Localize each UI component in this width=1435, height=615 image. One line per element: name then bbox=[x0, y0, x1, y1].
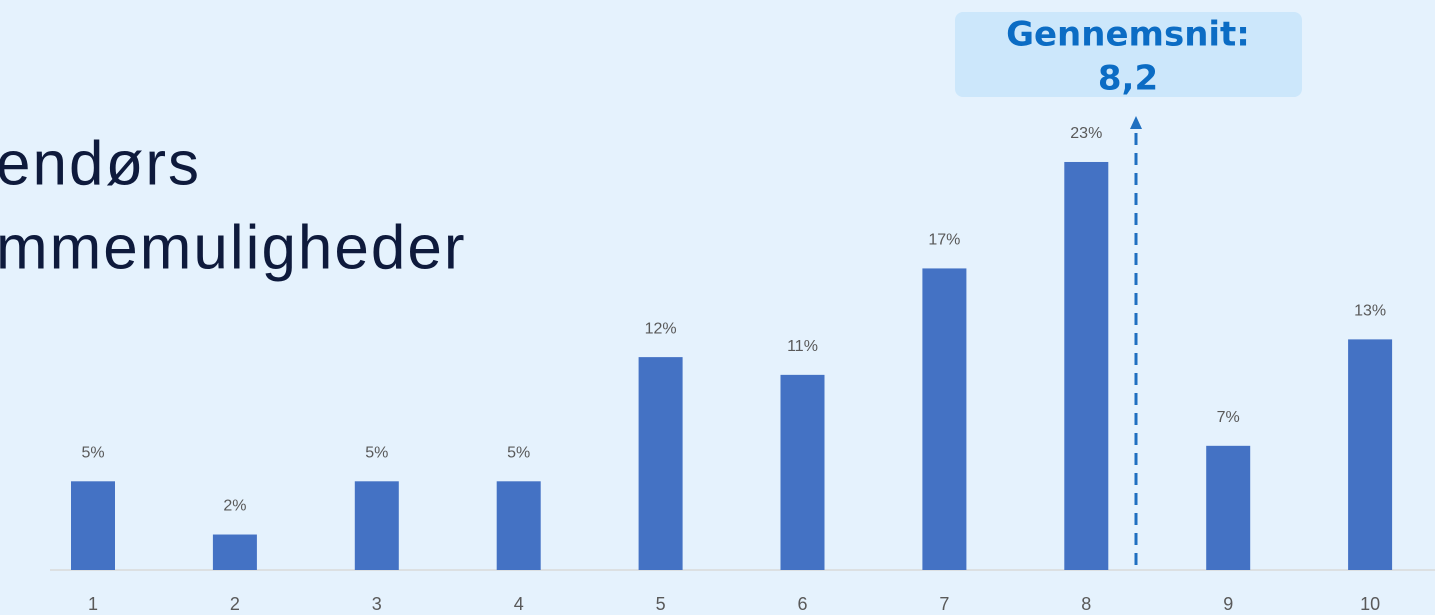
bar bbox=[496, 481, 541, 570]
bar bbox=[638, 357, 683, 570]
bar bbox=[212, 534, 257, 570]
x-tick-label: 5 bbox=[656, 594, 666, 614]
x-tick-label: 6 bbox=[797, 594, 807, 614]
data-label: 2% bbox=[223, 498, 246, 515]
x-tick-label: 10 bbox=[1360, 594, 1380, 614]
x-tick-label: 8 bbox=[1081, 594, 1091, 614]
bar bbox=[1064, 161, 1109, 571]
annotation: 8,2 bbox=[1098, 59, 1158, 99]
x-tick-label: 3 bbox=[372, 594, 382, 614]
data-label: 23% bbox=[1070, 125, 1102, 142]
data-label: 12% bbox=[645, 320, 677, 337]
data-label: 7% bbox=[1217, 409, 1240, 426]
chart-title: endørs bbox=[0, 129, 201, 198]
x-tick-label: 4 bbox=[514, 594, 524, 614]
data-label: 11% bbox=[787, 338, 818, 355]
bar bbox=[1348, 339, 1393, 570]
data-label: 5% bbox=[507, 445, 530, 462]
bar bbox=[922, 268, 967, 570]
arrow-head bbox=[1130, 116, 1142, 129]
x-tick-label: 2 bbox=[230, 594, 240, 614]
annotation-box bbox=[955, 12, 1302, 97]
data-label: 17% bbox=[928, 232, 960, 249]
data-label: 5% bbox=[81, 445, 104, 462]
data-label: 5% bbox=[365, 445, 388, 462]
bar bbox=[1206, 445, 1251, 570]
bar bbox=[71, 481, 115, 570]
x-tick-label: 9 bbox=[1223, 594, 1233, 614]
x-tick-label: 1 bbox=[88, 594, 98, 614]
bar bbox=[780, 374, 825, 570]
data-label: 13% bbox=[1354, 303, 1386, 320]
bar bbox=[354, 481, 399, 570]
x-tick-label: 7 bbox=[939, 594, 949, 614]
chart-title: mmemuligheder bbox=[0, 213, 467, 282]
annotation: Gennemsnit: bbox=[1006, 15, 1250, 55]
